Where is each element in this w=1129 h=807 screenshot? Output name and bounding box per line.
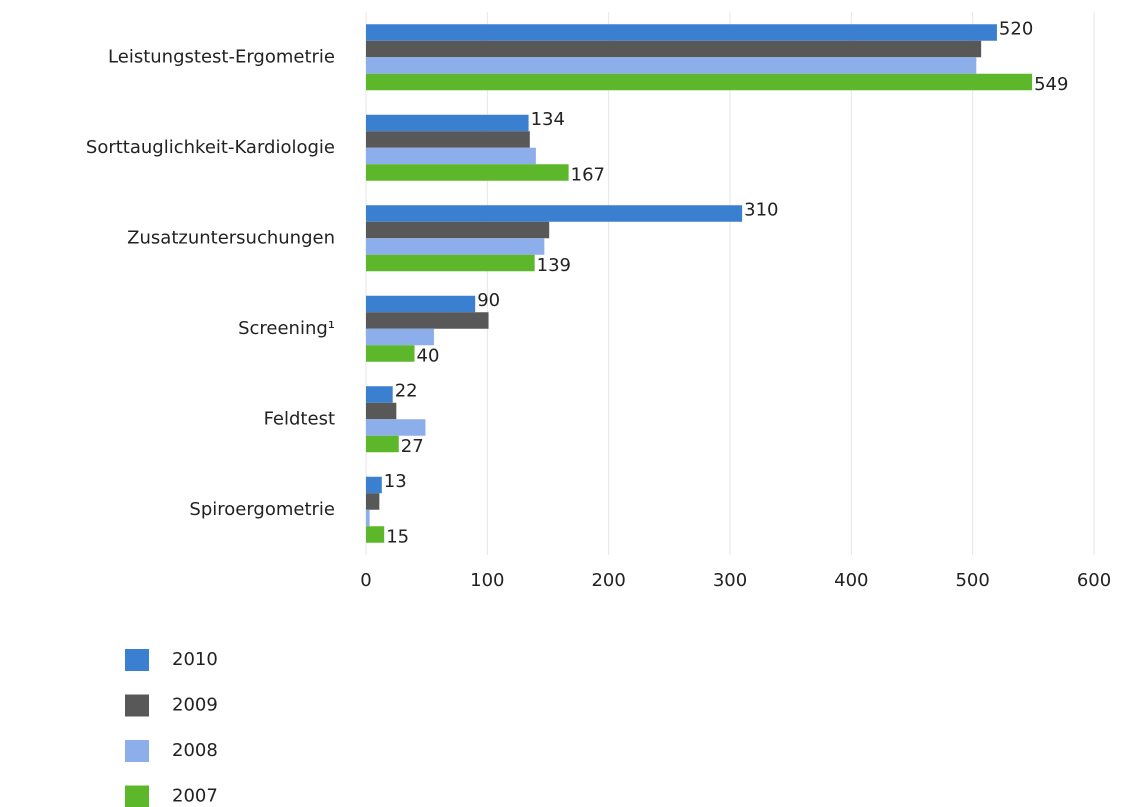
bar	[366, 509, 370, 527]
bar	[366, 312, 489, 329]
legend-swatch	[125, 649, 149, 671]
bar	[366, 114, 529, 132]
bar	[366, 254, 535, 272]
bar	[366, 205, 743, 222]
y-tick-label: Screening¹	[238, 318, 335, 339]
x-tick-label: 0	[360, 570, 371, 591]
legend-swatch	[125, 785, 149, 807]
bar	[366, 24, 997, 41]
y-tick-label: Leistungstest-Ergometrie	[108, 46, 335, 67]
data-label: 15	[386, 527, 409, 548]
y-tick-label: Zusatzuntersuchungen	[127, 227, 335, 248]
bar	[366, 328, 434, 346]
y-tick-label: Spiroergometrie	[189, 499, 335, 520]
data-label: 139	[537, 255, 571, 276]
legend-label: 2010	[172, 649, 218, 670]
data-label: 310	[744, 200, 778, 221]
bar	[366, 147, 536, 165]
bar	[366, 221, 550, 239]
bar	[366, 402, 397, 420]
legend-swatch	[125, 694, 149, 717]
x-tick-label: 300	[713, 570, 747, 591]
data-label: 520	[999, 19, 1033, 40]
data-label: 22	[395, 381, 418, 402]
bar	[366, 295, 476, 313]
bar	[366, 386, 393, 403]
bar	[366, 435, 399, 453]
bar	[366, 526, 385, 543]
y-tick-label: Sorttauglichkeit-Kardiologie	[86, 137, 335, 158]
bar	[366, 164, 569, 181]
y-tick-label: Feldtest	[264, 408, 335, 429]
bar	[366, 131, 530, 148]
data-label: 90	[477, 290, 500, 311]
bar	[366, 493, 380, 510]
data-label: 13	[384, 471, 407, 492]
x-tick-label: 500	[955, 570, 989, 591]
bar	[366, 238, 545, 255]
x-tick-label: 200	[591, 570, 625, 591]
bar	[366, 419, 426, 436]
bar	[366, 40, 982, 58]
bar	[366, 476, 382, 494]
legend-swatch	[125, 740, 149, 762]
bar	[366, 73, 1033, 91]
x-tick-label: 600	[1077, 570, 1111, 591]
legend-label: 2008	[172, 740, 218, 761]
bar	[366, 345, 415, 362]
x-tick-label: 100	[470, 570, 504, 591]
data-label: 27	[401, 436, 424, 457]
data-label: 40	[417, 346, 440, 367]
x-tick-label: 400	[834, 570, 868, 591]
data-label: 134	[531, 109, 565, 130]
data-label: 167	[571, 165, 605, 186]
data-label: 549	[1034, 74, 1068, 95]
legend-label: 2009	[172, 695, 218, 716]
bar	[366, 57, 977, 74]
legend-label: 2007	[172, 786, 218, 807]
